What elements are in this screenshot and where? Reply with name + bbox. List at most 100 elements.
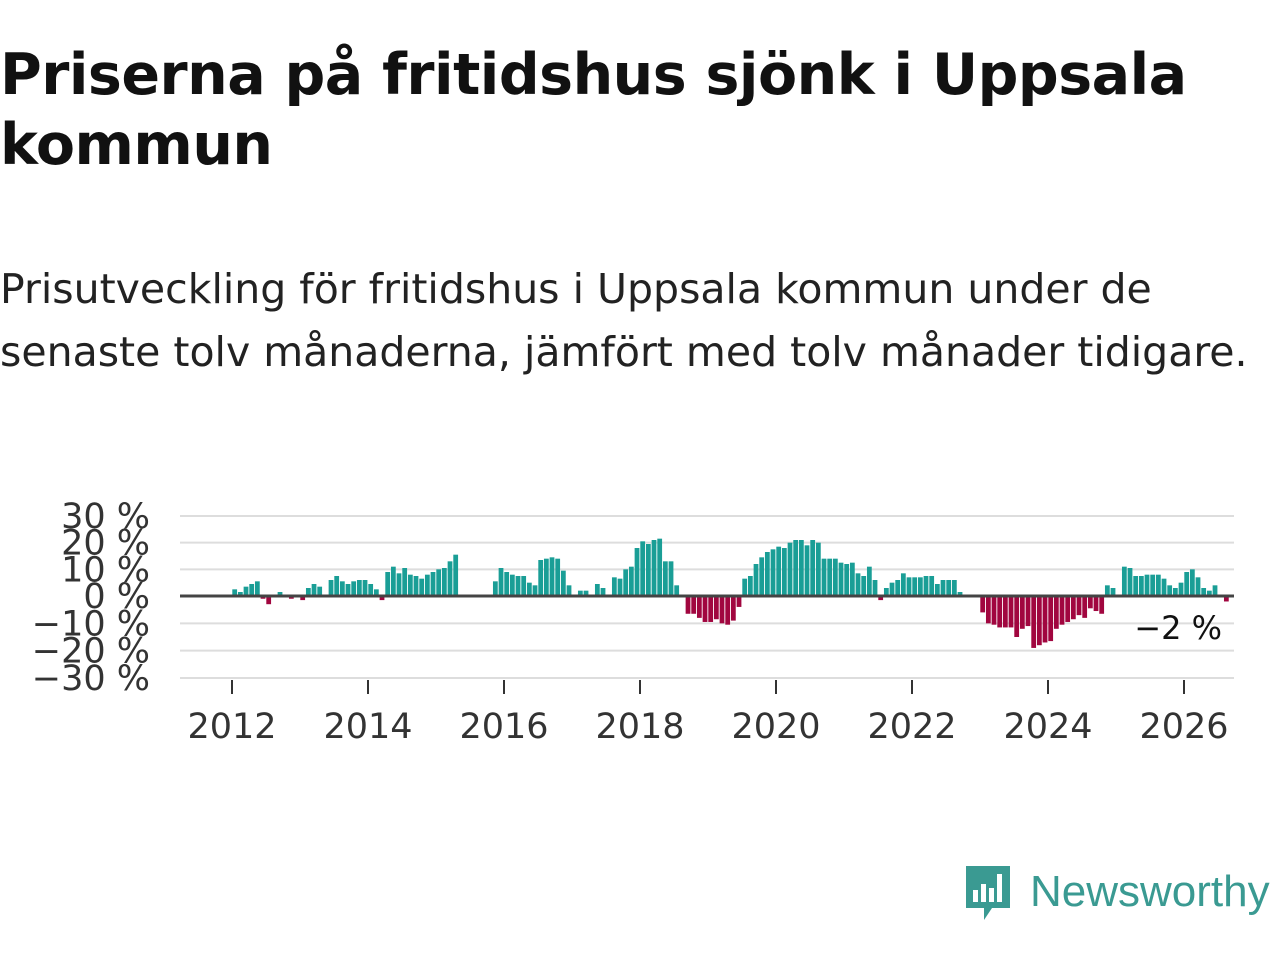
bar <box>356 580 362 596</box>
bar <box>368 584 374 596</box>
bar <box>685 596 691 614</box>
bar <box>980 596 986 613</box>
bar <box>413 576 419 596</box>
bar <box>1065 596 1071 622</box>
bar <box>521 576 527 596</box>
bar <box>402 568 408 596</box>
bar <box>373 589 379 596</box>
bar <box>1195 577 1201 596</box>
chart-title: Priserna på fritidshus sjönk i Uppsala k… <box>0 42 1187 178</box>
bar-chart: 30 %20 %10 %0 %−10 %−20 %−30 % 2012 2014 2… <box>32 497 1234 747</box>
bar <box>725 596 731 625</box>
bar <box>849 562 855 596</box>
bar <box>1184 572 1190 596</box>
bar <box>1212 585 1218 596</box>
bar <box>883 588 889 596</box>
bar <box>1150 574 1156 596</box>
bar <box>900 573 906 596</box>
bar <box>951 580 957 596</box>
bar <box>787 542 793 596</box>
bar <box>917 577 923 596</box>
y-tick-label: −20 % <box>32 632 150 672</box>
bar <box>351 581 357 596</box>
bar <box>696 596 702 618</box>
bar <box>793 540 799 596</box>
bar <box>815 542 821 596</box>
x-tick-label: 2022 <box>867 707 956 747</box>
bar <box>266 596 272 605</box>
bar <box>1019 596 1025 629</box>
bar <box>872 580 878 596</box>
bar <box>1082 596 1088 618</box>
bar <box>861 576 867 596</box>
bar <box>747 576 753 596</box>
bar <box>1161 578 1167 596</box>
bar <box>1155 574 1161 596</box>
bar <box>577 590 583 596</box>
bar <box>396 573 402 596</box>
bar <box>838 562 844 596</box>
y-tick-label: 30 % <box>61 497 150 537</box>
bar <box>498 568 504 596</box>
x-tick-label: 2020 <box>731 707 820 747</box>
bar <box>538 560 544 596</box>
bar <box>1014 596 1020 637</box>
bar <box>549 557 555 596</box>
bar <box>719 596 725 624</box>
bar <box>407 574 413 596</box>
bar <box>1201 588 1207 596</box>
bar <box>906 577 912 596</box>
bar <box>1042 596 1048 643</box>
bar <box>742 578 748 596</box>
bar <box>1172 588 1178 596</box>
bar <box>385 572 391 596</box>
bar <box>730 596 736 621</box>
bar <box>509 574 515 596</box>
bar <box>555 558 561 596</box>
bar <box>1133 576 1139 596</box>
bar <box>504 572 510 596</box>
bar <box>628 566 634 596</box>
bar <box>753 564 759 596</box>
bar <box>305 588 311 596</box>
bar <box>430 572 436 596</box>
bar <box>345 584 351 596</box>
bar <box>277 592 283 596</box>
bar <box>923 576 929 596</box>
bar <box>1070 596 1076 620</box>
bar <box>1127 568 1133 596</box>
brand-name: Newsworthy <box>1030 867 1270 916</box>
bar <box>515 576 521 596</box>
bar <box>798 540 804 596</box>
bar <box>1189 569 1195 596</box>
bar <box>736 596 742 607</box>
bar <box>243 586 249 596</box>
bar <box>674 585 680 596</box>
bar <box>1008 596 1014 628</box>
newsworthy-logo-icon <box>966 866 1010 920</box>
bar <box>640 541 646 596</box>
x-tick-label: 2012 <box>187 707 276 747</box>
bar <box>1121 566 1127 596</box>
bar <box>946 580 952 596</box>
bar <box>611 577 617 596</box>
grid-lines <box>180 515 1234 679</box>
bar <box>1178 582 1184 596</box>
bar <box>991 596 997 625</box>
bar <box>855 573 861 596</box>
bar <box>254 581 260 596</box>
y-axis-labels: 30 %20 %10 %0 %−10 %−20 %−30 % <box>32 497 150 699</box>
bar <box>1099 596 1105 614</box>
bar <box>889 582 895 596</box>
bar <box>895 580 901 596</box>
bar <box>764 552 770 596</box>
bar <box>362 580 368 596</box>
bar <box>1223 596 1229 602</box>
bar <box>866 566 872 596</box>
y-tick-label: 0 % <box>83 577 150 617</box>
bar <box>1104 585 1110 596</box>
bar <box>447 561 453 596</box>
x-tick-label: 2014 <box>323 707 412 747</box>
bar <box>600 588 606 596</box>
bar <box>781 548 787 596</box>
